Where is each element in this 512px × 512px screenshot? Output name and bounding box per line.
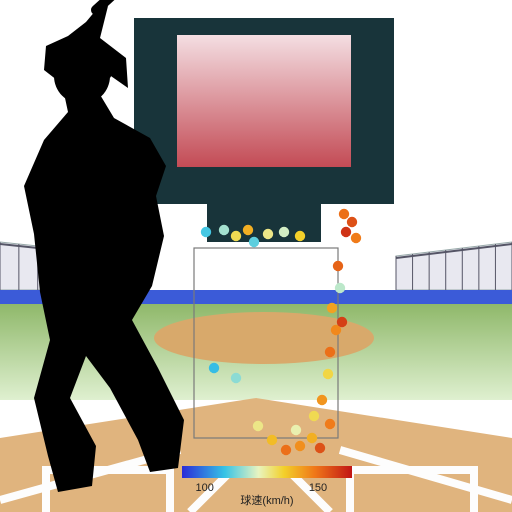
pitch-marker: [231, 231, 241, 241]
pitch-marker: [267, 435, 277, 445]
pitch-marker: [249, 237, 259, 247]
pitch-marker: [333, 261, 343, 271]
scoreboard-screen: [177, 35, 351, 167]
pitch-marker: [253, 421, 263, 431]
pitch-marker: [209, 363, 219, 373]
pitch-location-chart: 100 150 球速(km/h): [0, 0, 512, 512]
pitch-marker: [347, 217, 357, 227]
pitch-marker: [231, 373, 241, 383]
pitch-marker: [295, 441, 305, 451]
pitch-marker: [351, 233, 361, 243]
pitch-marker: [263, 229, 273, 239]
pitch-marker: [309, 411, 319, 421]
pitch-marker: [317, 395, 327, 405]
pitch-marker: [339, 209, 349, 219]
speed-colorbar: [182, 466, 352, 478]
pitch-marker: [335, 283, 345, 293]
pitch-marker: [325, 347, 335, 357]
colorbar-tick: 100: [195, 482, 213, 494]
pitch-marker: [341, 227, 351, 237]
pitch-marker: [279, 227, 289, 237]
pitch-marker: [295, 231, 305, 241]
pitch-marker: [291, 425, 301, 435]
pitch-marker: [315, 443, 325, 453]
pitch-marker: [281, 445, 291, 455]
colorbar-label: 球速(km/h): [240, 493, 293, 507]
pitch-marker: [337, 317, 347, 327]
pitch-marker: [307, 433, 317, 443]
pitch-marker: [219, 225, 229, 235]
pitch-marker: [327, 303, 337, 313]
pitch-marker: [243, 225, 253, 235]
pitch-marker: [323, 369, 333, 379]
pitch-marker: [201, 227, 211, 237]
pitch-marker: [325, 419, 335, 429]
colorbar-tick: 150: [309, 482, 327, 494]
